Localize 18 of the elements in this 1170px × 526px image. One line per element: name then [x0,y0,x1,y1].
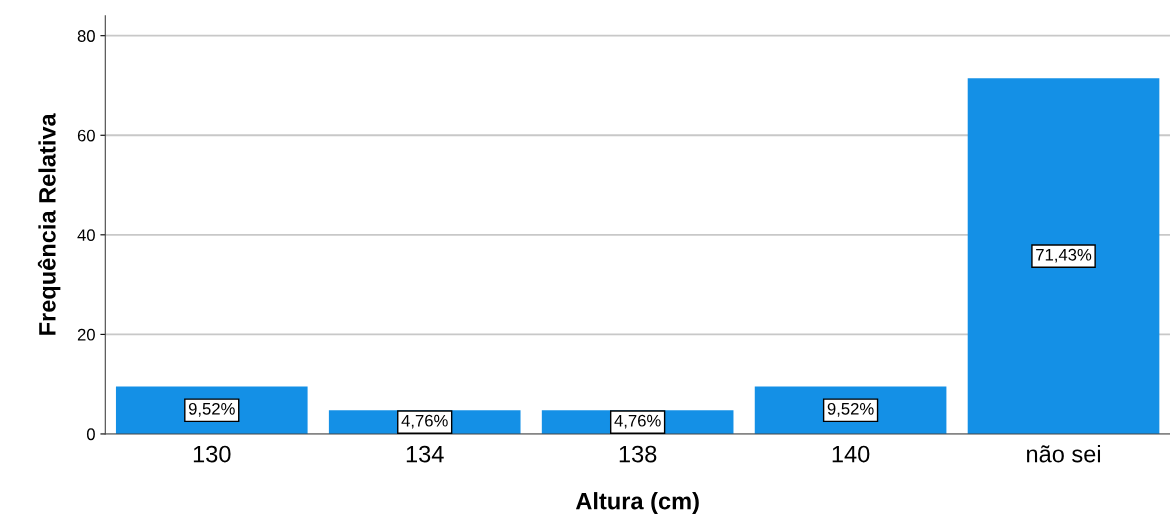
y-tick-label: 0 [86,428,95,441]
data-label: 4,76% [401,414,448,429]
y-tick-label: 60 [77,129,95,142]
x-axis-title: Altura (cm) [575,492,699,515]
x-tick-label: 140 [832,445,870,463]
x-tick-label: 130 [193,445,231,463]
x-tick-label: 138 [619,445,657,463]
y-tick-label: 20 [77,328,95,341]
y-axis-title: Frequência Relativa [37,113,61,335]
data-label: 4,76% [614,414,661,429]
x-tick-label: 134 [406,445,444,463]
x-tick-label: não sei [1027,445,1101,463]
y-tick-label: 40 [77,229,95,242]
bar [967,78,1160,434]
data-label: 71,43% [1036,248,1092,263]
y-tick-label: 80 [77,30,95,42]
data-label: 9,52% [827,402,874,417]
data-label: 9,52% [188,402,235,417]
